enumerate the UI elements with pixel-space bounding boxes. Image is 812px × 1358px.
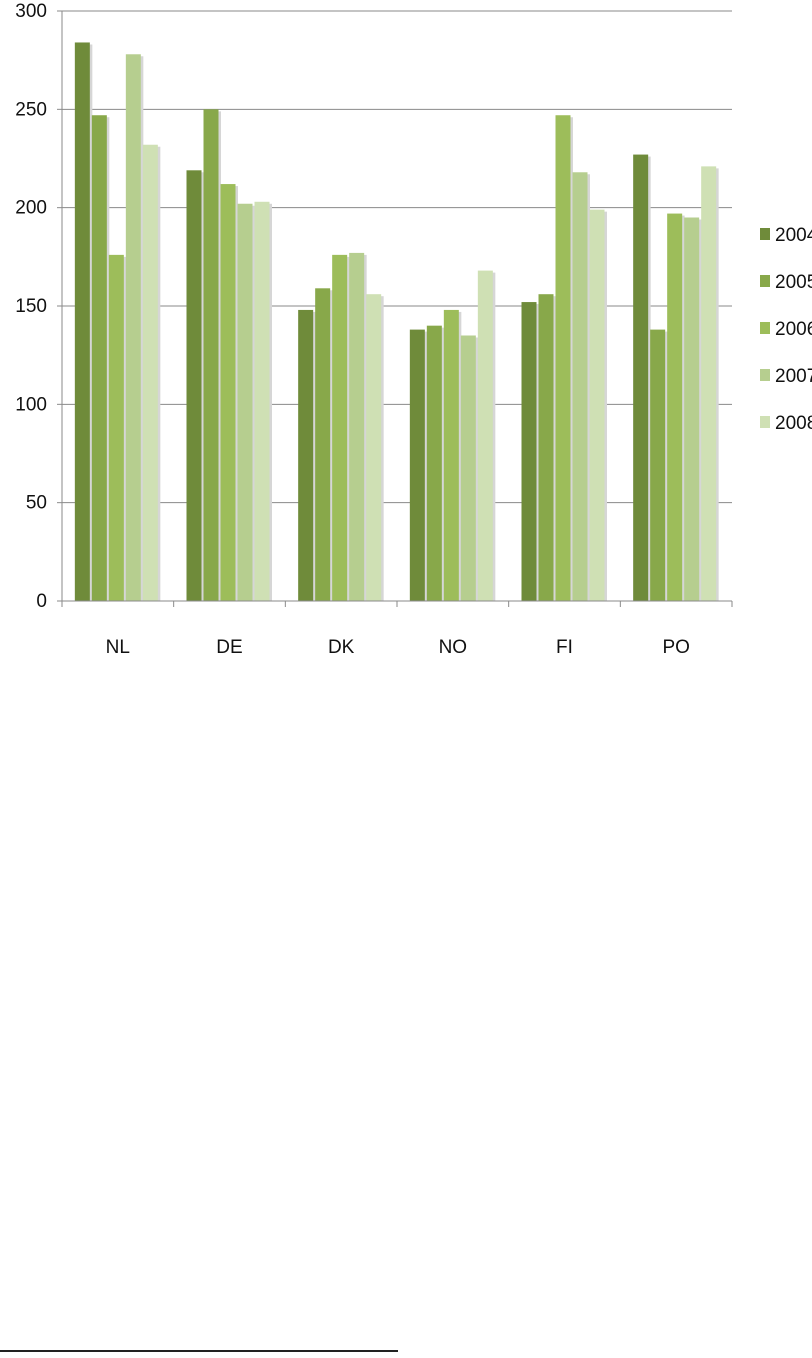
x-axis-ticks: NL DE DK NO FI PO <box>106 637 690 658</box>
y-tick-label: 250 <box>15 99 47 120</box>
bar <box>298 309 314 601</box>
bar <box>186 170 202 602</box>
bar-group <box>74 42 719 602</box>
bar <box>650 329 666 601</box>
bar <box>555 115 571 601</box>
bar-shadow <box>123 256 127 601</box>
x-tick-label: DK <box>328 637 355 658</box>
bar <box>74 42 90 601</box>
bar <box>349 252 365 601</box>
bar <box>521 302 537 601</box>
y-tick-label: 100 <box>15 394 47 415</box>
bar-shadow <box>664 331 668 601</box>
x-tick-label: DE <box>216 637 242 658</box>
bar-shadow <box>346 256 350 601</box>
bar <box>366 294 382 601</box>
x-tick-label: PO <box>662 637 689 658</box>
legend-label: 2006 <box>775 319 812 340</box>
bar-shadow <box>329 290 333 601</box>
axes <box>57 10 733 607</box>
bar-shadow <box>218 111 221 601</box>
bar <box>254 201 270 601</box>
legend-swatch <box>760 275 770 287</box>
bar <box>589 209 605 601</box>
x-tick-label: FI <box>556 637 573 658</box>
bar-shadow <box>536 304 539 601</box>
y-tick-label: 50 <box>26 493 47 514</box>
bar-shadow <box>715 168 719 601</box>
bar-shadow <box>106 117 110 601</box>
bar-shadow <box>698 219 702 601</box>
x-tick-label: NL <box>106 637 130 658</box>
y-tick-label: 200 <box>15 198 47 219</box>
bar-shadow <box>201 172 204 602</box>
bar-shadow <box>458 311 462 601</box>
bar <box>667 213 683 602</box>
bar-shadow <box>570 117 573 601</box>
bar-shadow <box>424 331 428 601</box>
bar-shadow <box>475 337 479 601</box>
bar-shadow <box>252 205 255 601</box>
bar <box>443 309 459 601</box>
bar <box>477 270 493 601</box>
bar-shadow <box>587 174 590 601</box>
bar <box>538 294 554 601</box>
legend-label: 2005 <box>775 272 812 293</box>
x-tick-label: NO <box>439 637 468 658</box>
bar-shadow <box>140 56 144 602</box>
bar-shadow <box>647 156 651 602</box>
bar <box>315 288 331 601</box>
bar-shadow <box>312 311 316 601</box>
bar <box>203 109 219 601</box>
bar-shadow <box>235 186 238 602</box>
bar-shadow <box>157 146 161 601</box>
legend-swatch <box>760 228 770 240</box>
bar <box>91 115 107 601</box>
legend-swatch <box>760 416 770 428</box>
bar-shadow <box>553 296 556 601</box>
legend: 2004 2005 2006 2007 2008 <box>760 225 812 434</box>
bar-shadow <box>269 203 272 601</box>
legend-label: 2008 <box>775 413 812 434</box>
bar <box>684 217 700 601</box>
bar <box>142 144 158 601</box>
bar <box>125 54 141 602</box>
bar-shadow <box>380 296 384 601</box>
footnote-divider <box>0 1350 398 1352</box>
bar <box>237 203 253 601</box>
bar <box>426 325 442 601</box>
y-tick-label: 300 <box>15 1 47 22</box>
bar <box>633 154 649 602</box>
legend-swatch <box>760 322 770 334</box>
y-tick-label: 0 <box>36 591 47 612</box>
bar <box>572 172 588 601</box>
bar <box>460 335 476 601</box>
bar <box>220 184 236 602</box>
gridlines <box>62 10 732 504</box>
bar <box>409 329 425 601</box>
bar-shadow <box>492 272 496 601</box>
bar-shadow <box>604 211 607 601</box>
legend-label: 2004 <box>775 225 812 246</box>
bar-chart: 0 50 100 150 200 250 300 NL DE DK NO FI … <box>15 1 812 658</box>
bar-shadow <box>363 254 367 601</box>
legend-swatch <box>760 369 770 381</box>
bar <box>108 254 124 601</box>
y-axis-ticks: 0 50 100 150 200 250 300 <box>15 1 47 612</box>
bar-shadow <box>89 44 93 601</box>
bar-shadow <box>441 327 445 601</box>
bar <box>701 166 717 601</box>
y-tick-label: 150 <box>15 296 47 317</box>
bar-shadow <box>681 215 685 602</box>
bar <box>332 254 348 601</box>
legend-label: 2007 <box>775 366 812 387</box>
